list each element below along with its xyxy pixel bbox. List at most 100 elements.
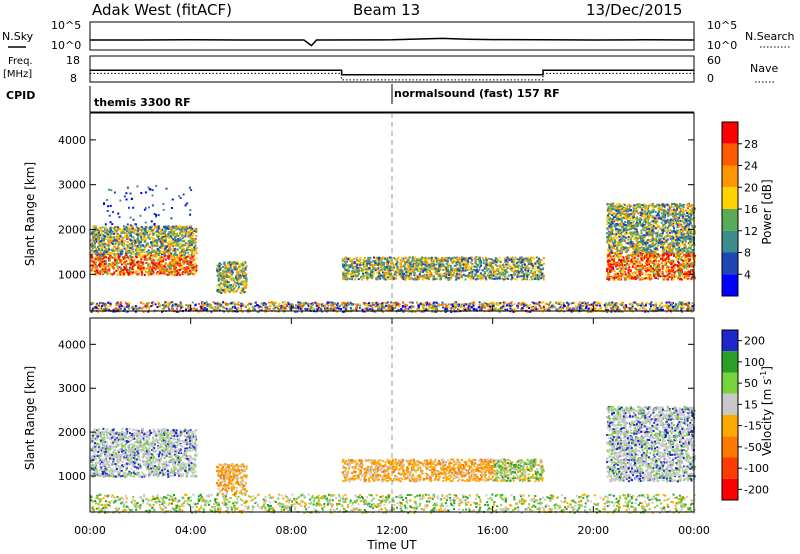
power-data-point <box>245 265 248 268</box>
power-data-point <box>133 272 136 275</box>
power-data-point <box>690 256 693 259</box>
power-data-point <box>128 258 131 261</box>
power-data-point <box>417 278 420 281</box>
power-data-point <box>399 271 402 274</box>
power-data-point <box>171 229 174 232</box>
power-data-point <box>419 263 421 266</box>
power-data-point <box>229 269 232 272</box>
power-data-point <box>191 228 194 231</box>
power-data-point <box>655 267 657 270</box>
power-data-point <box>217 279 220 282</box>
power-data-point <box>456 259 459 262</box>
power-data-point <box>367 268 370 271</box>
power-data-point <box>220 263 223 266</box>
power-data-point <box>148 238 151 240</box>
power-data-point <box>190 272 193 275</box>
power-data-point <box>493 277 496 280</box>
power-data-point <box>242 275 245 278</box>
power-data-point <box>628 254 630 257</box>
power-data-point <box>374 262 377 265</box>
power-data-point <box>121 248 124 251</box>
power-data-point <box>341 258 344 260</box>
power-data-point <box>667 278 670 281</box>
power-data-point <box>346 278 349 281</box>
power-data-point <box>178 253 181 256</box>
power-data-point <box>90 246 93 249</box>
power-data-point <box>666 256 669 259</box>
power-data-point <box>138 234 141 236</box>
power-data-point <box>683 273 686 276</box>
power-data-point <box>510 278 513 281</box>
power-data-point <box>532 263 535 266</box>
power-data-point <box>181 234 184 237</box>
power-data-point <box>435 263 438 266</box>
power-data-point <box>660 275 663 278</box>
power-data-point <box>446 265 449 268</box>
power-data-point <box>361 270 364 272</box>
power-data-point <box>226 283 229 286</box>
power-data-point <box>515 278 518 281</box>
power-data-point <box>227 263 230 266</box>
power-data-point <box>527 256 530 259</box>
power-data-point <box>141 261 144 264</box>
power-data-point <box>415 258 418 261</box>
power-data-point <box>445 271 448 274</box>
power-data-point <box>640 257 643 260</box>
power-data-point <box>692 263 695 266</box>
power-data-point <box>521 261 524 263</box>
power-data-point <box>111 227 114 229</box>
power-data-point <box>632 277 635 280</box>
power-data-point <box>153 240 156 242</box>
power-data-point <box>238 282 241 285</box>
power-data-point <box>616 252 619 255</box>
power-data-point <box>538 265 541 268</box>
power-data-point <box>384 269 387 271</box>
power-data-point <box>147 186 150 189</box>
power-data-point <box>195 248 198 251</box>
power-data-point <box>521 263 524 266</box>
power-data-point <box>443 272 446 275</box>
power-data-point <box>159 266 162 269</box>
power-data-point <box>149 257 152 260</box>
power-data-point <box>112 240 115 243</box>
power-data-point <box>178 239 181 242</box>
power-data-point <box>152 271 155 274</box>
power-data-point <box>616 264 619 267</box>
power-data-point <box>362 272 365 275</box>
power-data-point <box>110 231 113 234</box>
power-data-point <box>458 267 461 270</box>
power-data-point <box>123 244 126 246</box>
power-data-point <box>104 254 107 257</box>
power-data-point <box>140 230 143 233</box>
power-data-point <box>672 265 675 267</box>
power-data-point <box>370 265 373 268</box>
power-data-point <box>94 271 97 274</box>
power-data-point <box>641 277 644 280</box>
power-data-point <box>91 231 94 234</box>
power-data-point <box>618 235 621 238</box>
power-data-point <box>520 258 523 261</box>
power-data-point <box>152 228 155 231</box>
power-data-point <box>173 274 176 277</box>
power-data-point <box>116 256 119 259</box>
power-data-point <box>474 273 477 276</box>
power-data-point <box>129 247 132 250</box>
power-data-point <box>367 259 370 262</box>
power-data-point <box>432 260 435 263</box>
power-data-point <box>678 267 681 270</box>
power-data-point <box>240 263 243 266</box>
power-data-point <box>169 260 172 263</box>
power-data-point <box>426 262 428 265</box>
power-data-point <box>158 233 161 236</box>
power-data-point <box>423 273 426 276</box>
power-data-point <box>659 271 662 274</box>
power-data-point <box>135 229 138 232</box>
power-data-point <box>159 271 162 274</box>
power-data-point <box>517 274 520 277</box>
power-data-point <box>664 264 667 267</box>
power-data-point <box>195 266 198 269</box>
power-data-point <box>666 267 669 270</box>
power-data-point <box>390 262 393 265</box>
power-data-point <box>236 268 239 271</box>
power-data-point <box>154 253 157 256</box>
